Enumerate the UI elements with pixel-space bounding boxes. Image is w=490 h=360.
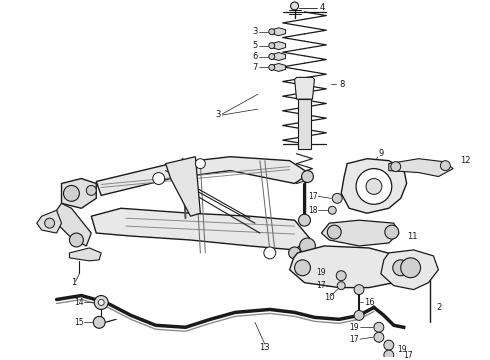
Circle shape	[354, 285, 364, 294]
Text: 11: 11	[407, 231, 417, 240]
Circle shape	[356, 168, 392, 204]
Text: 12: 12	[460, 156, 471, 165]
Text: 2: 2	[437, 303, 441, 312]
Circle shape	[332, 193, 342, 203]
Circle shape	[299, 238, 316, 254]
Circle shape	[269, 54, 275, 59]
Polygon shape	[272, 53, 286, 60]
Text: 4: 4	[319, 4, 325, 13]
Circle shape	[298, 214, 311, 226]
Circle shape	[328, 206, 336, 214]
Text: 19: 19	[397, 345, 406, 354]
Circle shape	[385, 225, 399, 239]
Polygon shape	[290, 246, 409, 288]
Text: 19: 19	[349, 323, 359, 332]
Circle shape	[441, 161, 450, 171]
Circle shape	[269, 42, 275, 49]
Polygon shape	[297, 99, 312, 149]
Polygon shape	[96, 157, 310, 195]
Circle shape	[291, 2, 298, 10]
Circle shape	[269, 29, 275, 35]
Circle shape	[70, 233, 83, 247]
Circle shape	[374, 332, 384, 342]
Polygon shape	[272, 63, 286, 71]
Text: 16: 16	[364, 298, 375, 307]
Circle shape	[327, 225, 341, 239]
Circle shape	[393, 260, 409, 276]
Text: 17: 17	[349, 335, 359, 344]
Text: 17: 17	[316, 281, 325, 290]
Circle shape	[294, 260, 311, 276]
Polygon shape	[321, 220, 399, 246]
Polygon shape	[91, 208, 310, 250]
Polygon shape	[272, 28, 286, 36]
Polygon shape	[70, 248, 101, 261]
Circle shape	[153, 172, 165, 184]
Circle shape	[337, 282, 345, 289]
Circle shape	[289, 247, 300, 259]
Text: 19: 19	[316, 268, 325, 277]
Circle shape	[269, 64, 275, 71]
Polygon shape	[381, 250, 439, 289]
Text: 6: 6	[252, 52, 258, 61]
Text: 14: 14	[74, 298, 83, 307]
Circle shape	[384, 350, 394, 360]
Text: 7: 7	[252, 63, 258, 72]
Text: 10: 10	[324, 293, 335, 302]
Circle shape	[384, 340, 394, 350]
Text: 15: 15	[74, 318, 83, 327]
Polygon shape	[294, 77, 315, 99]
Text: 9: 9	[379, 149, 384, 158]
Circle shape	[354, 310, 364, 320]
Polygon shape	[389, 159, 453, 176]
Polygon shape	[56, 203, 91, 246]
Polygon shape	[166, 157, 200, 216]
Polygon shape	[272, 42, 286, 50]
Text: 5: 5	[253, 41, 258, 50]
Circle shape	[264, 247, 276, 259]
Polygon shape	[37, 210, 62, 233]
Circle shape	[45, 218, 54, 228]
Circle shape	[64, 185, 79, 201]
Polygon shape	[341, 159, 407, 213]
Circle shape	[336, 271, 346, 281]
Circle shape	[86, 185, 96, 195]
Text: 3: 3	[215, 109, 221, 118]
Polygon shape	[62, 179, 96, 208]
Circle shape	[391, 162, 401, 172]
Circle shape	[196, 159, 205, 168]
Text: 17: 17	[308, 192, 318, 201]
Circle shape	[98, 300, 104, 306]
Text: 13: 13	[260, 343, 270, 352]
Text: 17: 17	[404, 351, 413, 360]
Circle shape	[301, 171, 314, 183]
Text: 3: 3	[252, 27, 258, 36]
Circle shape	[366, 179, 382, 194]
Text: 18: 18	[308, 206, 318, 215]
Text: 1: 1	[72, 278, 77, 287]
Text: 8: 8	[339, 80, 344, 89]
Circle shape	[374, 322, 384, 332]
Circle shape	[401, 258, 420, 278]
Circle shape	[94, 296, 108, 310]
Circle shape	[93, 316, 105, 328]
